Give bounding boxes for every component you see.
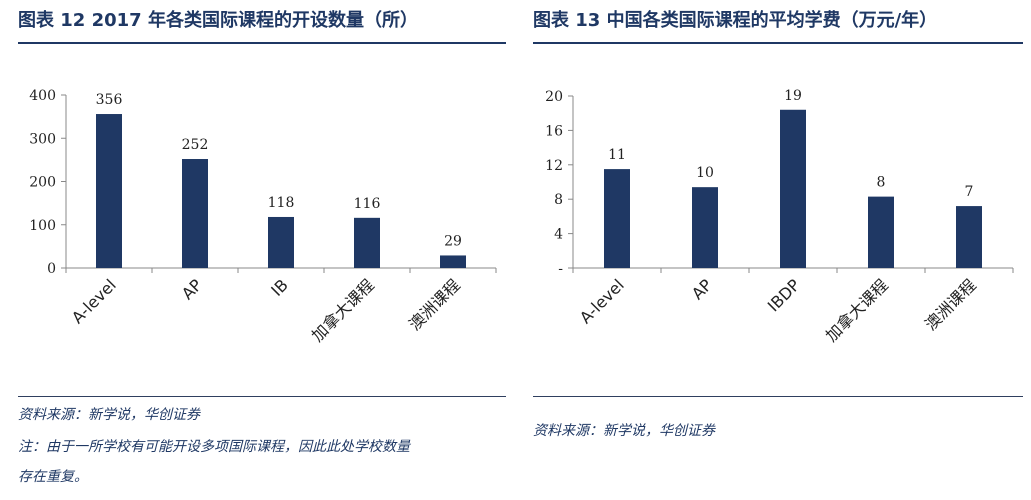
left-bottom-rule — [18, 396, 506, 397]
right-chart-title: 图表 13 中国各类国际课程的平均学费（万元/年） — [533, 10, 938, 31]
right-y-tick-label: 4 — [554, 227, 563, 243]
right-category-label: 加拿大课程 — [822, 275, 892, 345]
left-y-tick-label: 100 — [29, 218, 56, 234]
right-chart-panel: 图表 13 中国各类国际课程的平均学费（万元/年） - 4 8 12 16 20 11 A-l… — [533, 0, 1023, 500]
right-y-tick-label: 8 — [554, 192, 563, 208]
left-chart-panel: 图表 12 2017 年各类国际课程的开设数量（所） 0 100 200 300 400… — [18, 0, 506, 500]
left-category-label: A-level — [68, 275, 120, 327]
left-category-label: 澳洲课程 — [405, 275, 464, 334]
right-data-label: 7 — [965, 184, 974, 200]
right-category-label: 澳洲课程 — [921, 275, 980, 334]
left-category-label: IB — [267, 275, 292, 300]
left-footnote-line1: 注：由于一所学校有可能开设多项国际课程，因此此处学校数量 — [18, 439, 410, 455]
right-data-label: 10 — [696, 165, 714, 181]
right-data-label: 8 — [877, 175, 886, 191]
right-category-label: IBDP — [764, 275, 804, 315]
left-bar — [440, 255, 466, 268]
left-source-note: 资料来源：新学说，华创证券 — [18, 407, 200, 423]
right-y-tick-label: 16 — [545, 123, 563, 139]
right-data-label: 11 — [608, 147, 626, 163]
right-bar-chart: - 4 8 12 16 20 11 A-level 10 AP 19 IBDP 8 加拿大课程 7 澳洲课程 — [545, 88, 1014, 345]
right-source-note: 资料来源：新学说，华创证券 — [533, 423, 715, 439]
right-bar — [604, 169, 630, 268]
right-bar — [868, 196, 894, 268]
left-y-tick-label: 300 — [29, 131, 56, 147]
left-category-label: 加拿大课程 — [308, 275, 378, 345]
right-bottom-rule — [533, 396, 1023, 397]
right-data-label: 19 — [784, 88, 802, 104]
right-category-label: A-level — [576, 275, 628, 327]
left-data-label: 29 — [444, 233, 462, 249]
left-bar — [268, 216, 294, 268]
right-bar — [780, 109, 806, 268]
left-category-label: AP — [178, 275, 206, 303]
left-bar — [354, 217, 380, 268]
left-chart-title: 图表 12 2017 年各类国际课程的开设数量（所） — [18, 10, 418, 31]
left-footnote-line2: 存在重复。 — [18, 469, 88, 485]
right-bar — [692, 187, 718, 268]
right-y-tick-label: - — [558, 261, 563, 277]
left-title-rule — [18, 42, 506, 44]
left-y-tick-label: 0 — [47, 261, 56, 277]
right-category-label: AP — [688, 275, 716, 303]
left-data-label: 116 — [354, 196, 381, 212]
left-data-label: 252 — [182, 137, 209, 153]
left-bar-chart: 0 100 200 300 400 356 A-level 252 AP 118 IB 116 加拿大课… — [29, 88, 497, 345]
left-data-label: 356 — [96, 92, 123, 108]
left-bar — [182, 159, 208, 268]
right-bar — [956, 206, 982, 268]
right-y-tick-label: 12 — [545, 158, 563, 174]
right-y-tick-label: 20 — [545, 89, 563, 105]
left-y-tick-label: 200 — [29, 175, 56, 191]
left-bar — [96, 114, 122, 268]
left-y-tick-label: 400 — [29, 88, 56, 104]
right-title-rule — [533, 42, 1023, 44]
left-data-label: 118 — [268, 195, 295, 211]
